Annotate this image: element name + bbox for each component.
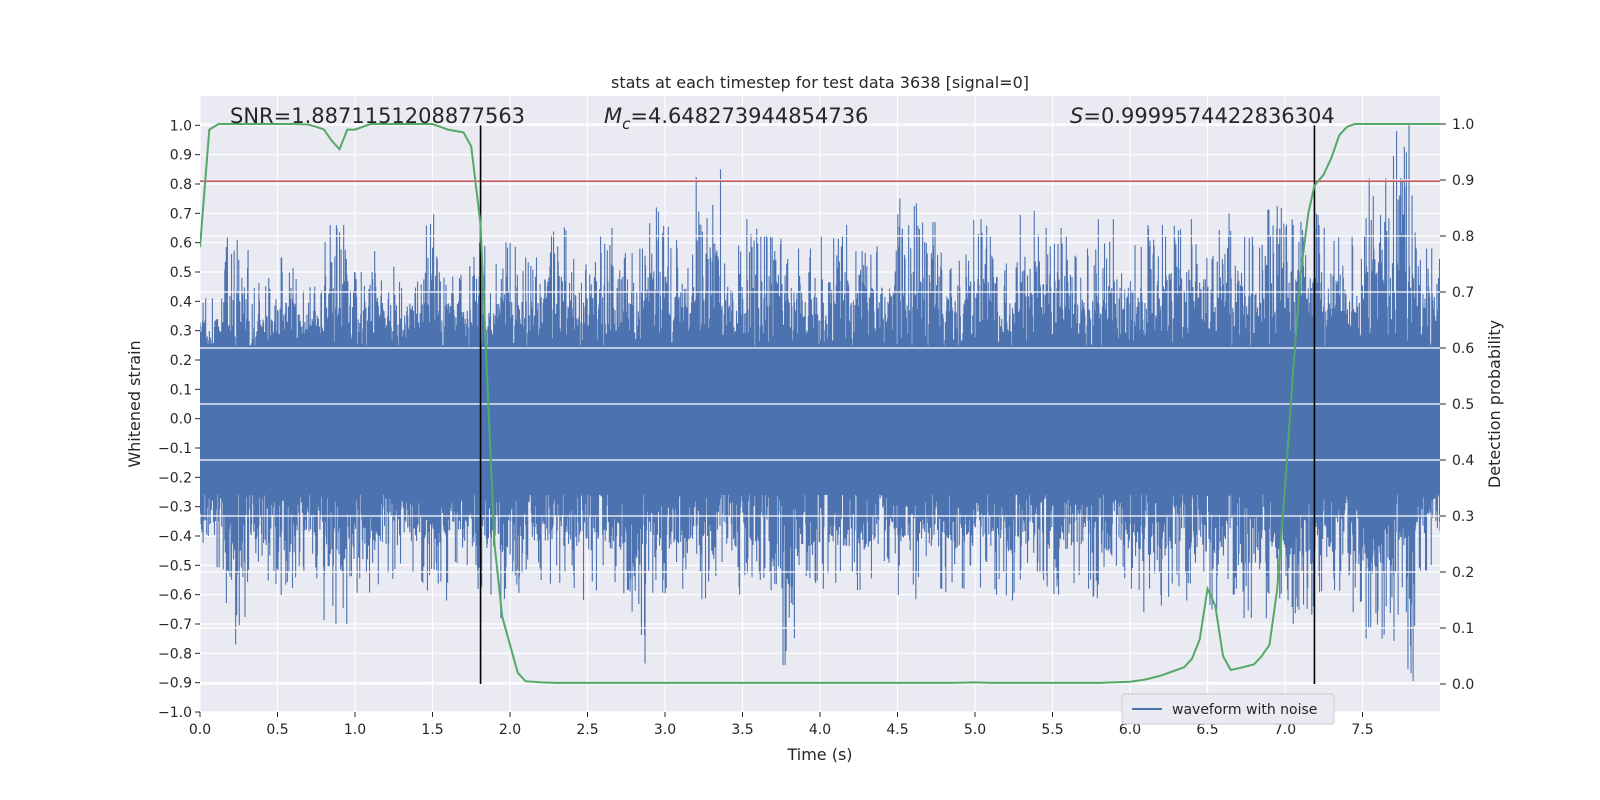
y-left-tick-label: 0.3 <box>170 324 192 340</box>
y-left-tick-label: 0.4 <box>170 294 192 310</box>
x-tick-label: 0.5 <box>266 722 288 738</box>
y-left-tick-label: 0.8 <box>170 177 192 193</box>
x-tick-label: 3.5 <box>731 722 753 738</box>
y-left-tick-label: 0.1 <box>170 382 192 398</box>
chirp-mass-value: =4.648273944854736 <box>630 104 868 128</box>
x-tick-label: 4.5 <box>886 722 908 738</box>
y-left-tick-label: −0.4 <box>158 529 192 545</box>
y-right-tick-label: 0.4 <box>1452 453 1474 469</box>
y-left-tick-label: −0.5 <box>158 558 192 574</box>
y-right-tick-label: 0.0 <box>1452 677 1474 693</box>
y-right-tick-label: 0.2 <box>1452 565 1474 581</box>
y-left-tick-label: −0.9 <box>158 676 192 692</box>
chirp-mass-annotation: Mc=4.648273944854736 <box>604 104 868 133</box>
waveform-series <box>200 123 1440 685</box>
y-left-tick-label: 0.2 <box>170 353 192 369</box>
x-tick-label: 6.5 <box>1196 722 1218 738</box>
x-tick-label: 1.0 <box>344 722 366 738</box>
chart-title: stats at each timestep for test data 363… <box>611 73 1029 92</box>
y-left-tick-label: 0.9 <box>170 148 192 164</box>
x-tick-label: 7.5 <box>1351 722 1373 738</box>
y-axis-right-label: Detection probability <box>1485 320 1504 488</box>
s-value: =0.9999574422836304 <box>1083 104 1334 128</box>
y-left-tick-label: 0.6 <box>170 236 192 252</box>
y-left-tick-label: 0.0 <box>170 412 192 428</box>
chirp-mass-symbol: M <box>604 104 622 128</box>
y-left-tick-label: −0.1 <box>158 441 192 457</box>
x-tick-label: 0.0 <box>189 722 211 738</box>
x-tick-label: 2.5 <box>576 722 598 738</box>
x-tick-label: 2.0 <box>499 722 521 738</box>
x-axis-ticks: 0.0 0.5 1.0 1.5 2.0 2.5 3.0 3.5 4.0 4.5 5.0 5.5 6.0 6… <box>189 712 1374 738</box>
y-right-tick-label: 0.7 <box>1452 285 1474 301</box>
y-axis-left-ticks: −1.0 −0.9 −0.8 −0.7 −0.6 −0.5 −0.4 −0.3 −0.2 −0.1… <box>158 118 200 721</box>
y-left-tick-label: −0.7 <box>158 617 192 633</box>
y-right-tick-label: 1.0 <box>1452 117 1474 133</box>
y-left-tick-label: −1.0 <box>158 705 192 721</box>
x-tick-label: 6.0 <box>1119 722 1141 738</box>
y-right-tick-label: 0.5 <box>1452 397 1474 413</box>
x-tick-label: 5.5 <box>1041 722 1063 738</box>
y-right-tick-label: 0.9 <box>1452 173 1474 189</box>
s-annotation: S=0.9999574422836304 <box>1070 104 1335 128</box>
y-left-tick-label: 0.7 <box>170 206 192 222</box>
y-right-tick-label: 0.1 <box>1452 621 1474 637</box>
legend-label: waveform with noise <box>1172 702 1317 718</box>
snr-annotation: SNR=1.8871151208877563 <box>230 104 525 128</box>
y-left-tick-label: −0.2 <box>158 470 192 486</box>
y-right-tick-label: 0.6 <box>1452 341 1474 357</box>
s-symbol: S <box>1070 104 1083 128</box>
x-tick-label: 4.0 <box>809 722 831 738</box>
y-left-tick-label: 0.5 <box>170 265 192 281</box>
y-right-tick-label: 0.8 <box>1452 229 1474 245</box>
y-axis-left-label: Whitened strain <box>125 340 144 467</box>
x-tick-label: 3.0 <box>654 722 676 738</box>
detection-probability-line <box>200 123 1440 684</box>
y-right-tick-label: 0.3 <box>1452 509 1474 525</box>
waveform-line <box>200 125 1440 682</box>
x-tick-label: 7.0 <box>1274 722 1296 738</box>
x-tick-label: 1.5 <box>421 722 443 738</box>
y-left-tick-label: 1.0 <box>170 118 192 134</box>
y-left-tick-label: −0.6 <box>158 588 192 604</box>
legend: waveform with noise <box>1121 693 1335 725</box>
y-axis-right-ticks: 0.0 0.1 0.2 0.3 0.4 0.5 0.6 0.7 0.8 0.9 1.0 <box>1440 117 1474 693</box>
x-tick-label: 5.0 <box>964 722 986 738</box>
legend-box <box>1121 693 1335 725</box>
x-axis-label: Time (s) <box>786 745 852 764</box>
y-left-tick-label: −0.8 <box>158 646 192 662</box>
y-left-tick-label: −0.3 <box>158 500 192 516</box>
chirp-mass-subscript: c <box>622 115 631 133</box>
